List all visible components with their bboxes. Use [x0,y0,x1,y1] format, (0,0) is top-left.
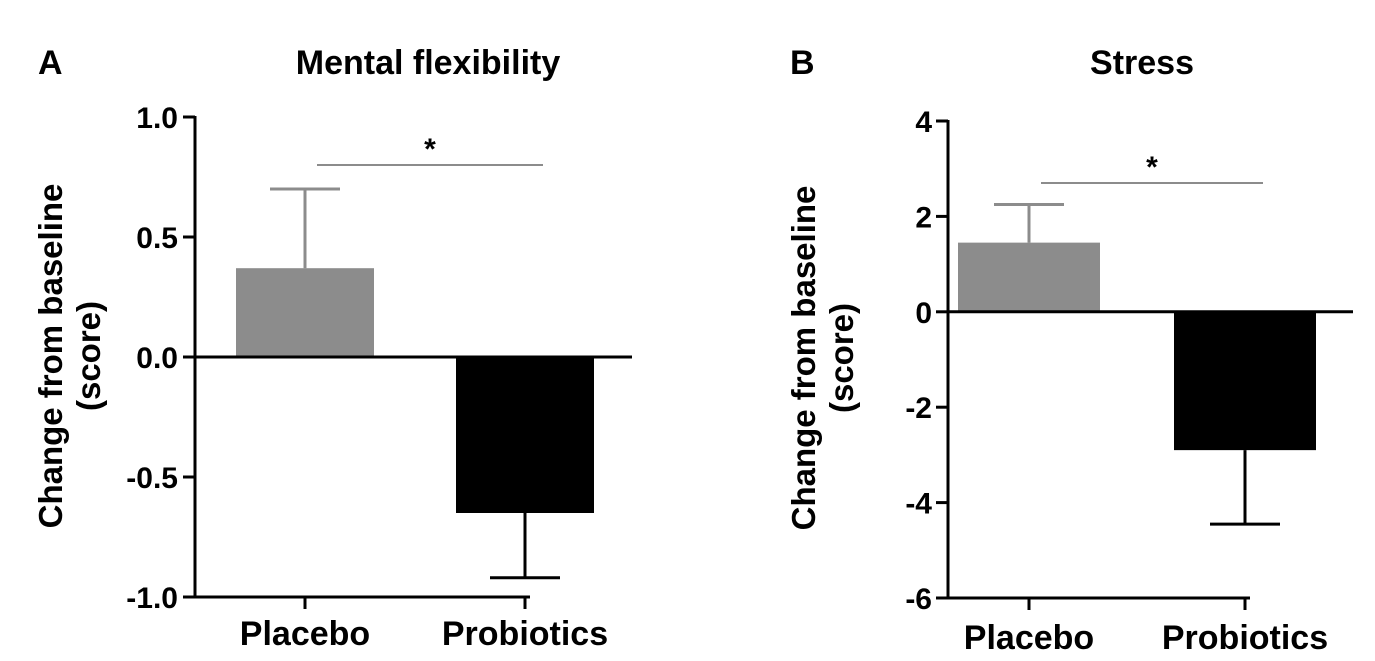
panel-a-ylabel-line1: Change from baseline [32,184,69,529]
panel-b-ylabel-line1: Change from baseline [785,186,822,531]
panel-a-ytick-label: -0.5 [126,462,178,495]
panel-b: B Stress Change from baseline (score) 4 2… [785,44,1353,657]
panel-b-letter: B [790,44,815,82]
panel-b-ylabel-line2: (score) [823,303,860,413]
panel-b-ytick-label: -4 [905,488,932,521]
panel-a-marks: 1.0 0.5 0.0 -0.5 -1.0 Placebo Probiotics * [126,102,632,653]
panel-a-ytick-label: 0.5 [136,222,178,255]
panel-a-ytick-label: 0.0 [136,342,178,375]
panel-a-xtick-label: Placebo [240,615,370,653]
panel-a-ytick-label: 1.0 [136,102,178,135]
panel-a-ylabel-line2: (score) [70,301,107,411]
panel-a-bar-probiotics [456,357,594,513]
panel-b-marks: 4 2 0 -2 -4 -6 Placebo Probiotics * [905,106,1353,657]
panel-a-ytick-label: -1.0 [126,582,178,615]
panel-a-significance-star: * [424,133,436,166]
panel-b-xtick-label: Placebo [964,619,1094,657]
panel-a: A Mental flexibility Change from baselin… [32,44,632,653]
panel-b-ytick-label: 4 [915,106,932,139]
panel-b-ytick-label: -6 [905,583,932,616]
panel-b-ytick-label: 2 [915,201,932,234]
panel-b-ytick-label: 0 [915,297,932,330]
panel-a-bar-placebo [236,268,374,357]
panel-b-title: Stress [1090,44,1194,82]
panel-b-ytick-label: -2 [905,392,932,425]
panel-a-title: Mental flexibility [296,44,561,82]
panel-b-bar-probiotics [1174,311,1316,451]
panel-b-xtick-label: Probiotics [1162,619,1328,657]
panel-a-letter: A [38,44,63,82]
panel-a-xtick-label: Probiotics [442,615,608,653]
panel-b-significance-star: * [1146,151,1158,184]
panel-b-bar-placebo [958,242,1100,312]
